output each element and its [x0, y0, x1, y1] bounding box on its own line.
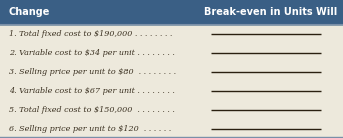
Bar — [0, 12, 343, 24]
Text: Break-even in Units Will: Break-even in Units Will — [204, 7, 337, 17]
Text: 6. Selling price per unit to $120  . . . . . .: 6. Selling price per unit to $120 . . . … — [9, 124, 171, 132]
Text: 2. Variable cost to $34 per unit . . . . . . . .: 2. Variable cost to $34 per unit . . . .… — [9, 49, 175, 57]
Text: 1. Total fixed cost to $190,000 . . . . . . . .: 1. Total fixed cost to $190,000 . . . . … — [9, 30, 172, 38]
FancyBboxPatch shape — [0, 0, 343, 26]
Text: 3. Selling price per unit to $80  . . . . . . . .: 3. Selling price per unit to $80 . . . .… — [9, 68, 176, 76]
Text: Change: Change — [9, 7, 50, 17]
Text: 4. Variable cost to $67 per unit . . . . . . . .: 4. Variable cost to $67 per unit . . . .… — [9, 87, 175, 95]
Text: 5. Total fixed cost to $150,000  . . . . . . . .: 5. Total fixed cost to $150,000 . . . . … — [9, 106, 175, 114]
